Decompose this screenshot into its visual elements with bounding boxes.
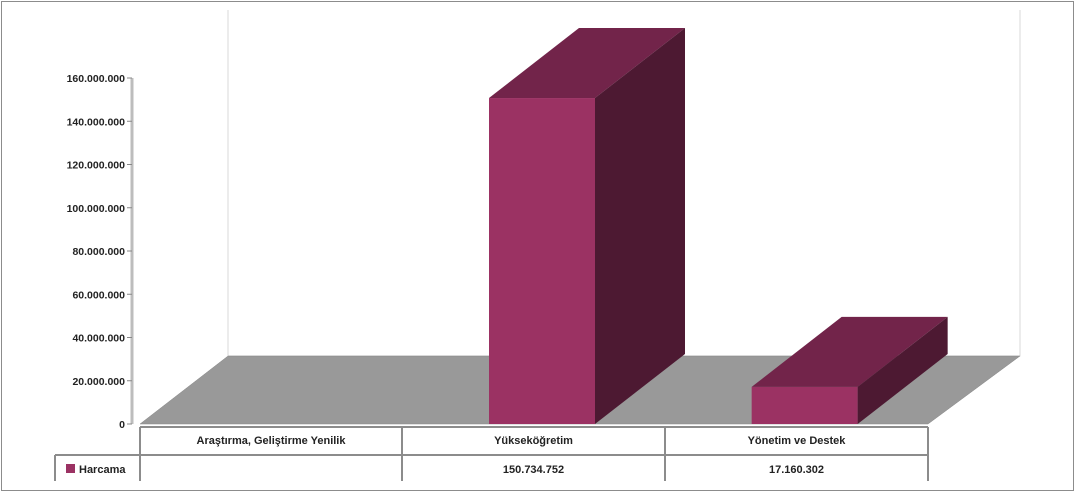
y-tick-label: 20.000.000: [72, 376, 125, 388]
bar-top: [751, 316, 948, 387]
bars: [489, 28, 948, 424]
x-category-label: Yükseköğretim: [494, 435, 573, 447]
bar-side: [857, 316, 948, 424]
bar-top: [489, 28, 685, 99]
bar-front: [751, 386, 858, 424]
y-tick-label: 40.000.000: [72, 333, 125, 345]
y-tick-label: 0: [119, 419, 125, 431]
bar-side: [595, 28, 685, 424]
data-label: 17.160.302: [769, 464, 824, 476]
y-tick-label: 120.000.000: [67, 160, 126, 172]
y-tick-label: 100.000.000: [67, 203, 126, 215]
data-label: 150.734.752: [503, 464, 564, 476]
legend-swatch: [66, 464, 75, 473]
x-category-label: Araştırma, Geliştirme Yenilik: [197, 435, 347, 447]
legend-label: Harcama: [79, 464, 126, 476]
y-tick-label: 80.000.000: [72, 246, 125, 258]
x-category-label: Yönetim ve Destek: [748, 435, 847, 447]
y-tick-label: 160.000.000: [67, 73, 126, 85]
data-table: Araştırma, Geliştirme Yenilik Yükseköğret…: [54, 426, 929, 481]
chart-svg: 0 20.000.000 40.000.000 60.000.000 80.000.00…: [54, 10, 1021, 481]
bar-front: [489, 98, 595, 424]
y-axis: 0 20.000.000 40.000.000 60.000.000 80.000.00…: [67, 73, 134, 431]
y-tick-label: 60.000.000: [72, 289, 125, 301]
y-tick-label: 140.000.000: [67, 116, 126, 128]
